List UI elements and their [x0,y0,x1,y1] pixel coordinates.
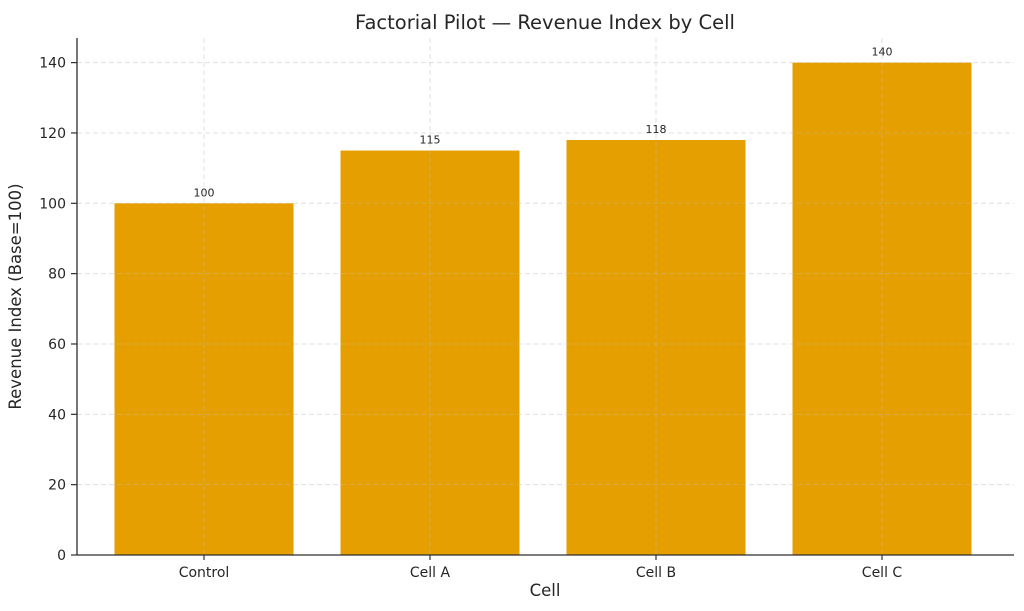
axes-group [71,38,1014,560]
bar [340,150,520,555]
bar-value-label: 140 [872,46,893,59]
y-axis-label: Revenue Index (Base=100) [6,183,25,409]
bars-group [114,62,972,555]
bar [792,62,972,555]
y-tick-label: 100 [39,196,66,212]
bar-value-label: 115 [420,134,441,147]
x-tick-label: Cell C [862,565,903,581]
y-tick-label: 40 [48,407,66,423]
bar-value-label: 118 [646,123,667,136]
y-tick-label: 20 [48,478,66,494]
bar-labels-group: 100 115 118 140 [194,46,893,200]
x-tick-label: Control [179,565,230,581]
x-tick-label: Cell B [636,565,676,581]
bar-value-label: 100 [194,186,215,199]
y-tick-label: 80 [48,267,66,283]
bar [566,139,746,555]
y-tick-label: 120 [39,126,66,142]
y-tick-label: 60 [48,337,66,353]
tick-labels-group: 0 20 40 60 80 100 120 140 Control Cell A Cell B Cel… [39,56,902,581]
x-tick-label: Cell A [410,565,451,581]
chart-title: Factorial Pilot — Revenue Index by Cell [355,11,735,34]
y-tick-label: 140 [39,56,66,72]
bar [114,203,294,555]
x-axis-label: Cell [530,581,561,600]
y-tick-label: 0 [57,548,66,564]
